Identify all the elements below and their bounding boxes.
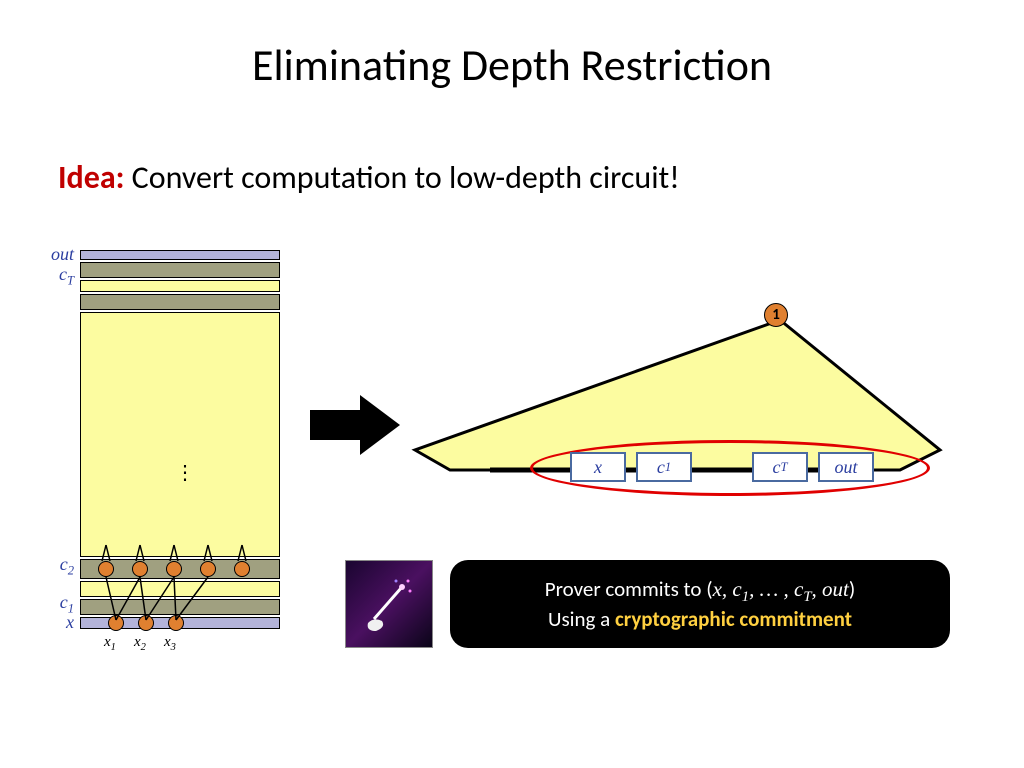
label-x3: x3 <box>164 634 176 653</box>
label-out: out <box>38 244 74 265</box>
input-box-cT: cT <box>752 452 808 482</box>
circuit-wires <box>80 250 280 630</box>
label-x2: x2 <box>134 634 146 653</box>
idea-line: Idea: Convert computation to low-depth c… <box>58 158 680 197</box>
input-box-c1: c1 <box>636 452 692 482</box>
input-box-gap <box>702 452 742 482</box>
deep-circuit-diagram: ⋮ <box>80 250 280 630</box>
input-box-out: out <box>818 452 874 482</box>
magic-wand-image <box>345 560 433 648</box>
idea-label: Idea: <box>58 158 124 197</box>
idea-text: Convert computation to low-depth circuit… <box>124 158 679 197</box>
output-one-badge: 1 <box>764 303 788 327</box>
commitment-callout: Prover commits to (x, c1, … , cT, out) U… <box>450 560 950 648</box>
vertical-dots: ⋮ <box>175 460 195 485</box>
input-box-x: x <box>570 452 626 482</box>
commit-line-2: Using a cryptographic commitment <box>548 606 852 632</box>
label-x: x <box>38 612 74 633</box>
label-x1: x1 <box>104 634 116 653</box>
label-cT: cT <box>38 264 74 289</box>
label-c2: c2 <box>38 554 74 579</box>
commit-line-1: Prover commits to (x, c1, … , cT, out) <box>545 576 855 606</box>
slide-title: Eliminating Depth Restriction <box>0 38 1024 92</box>
transform-arrow-icon <box>310 395 400 455</box>
input-boxes-row: x c1 cT out <box>570 452 874 482</box>
